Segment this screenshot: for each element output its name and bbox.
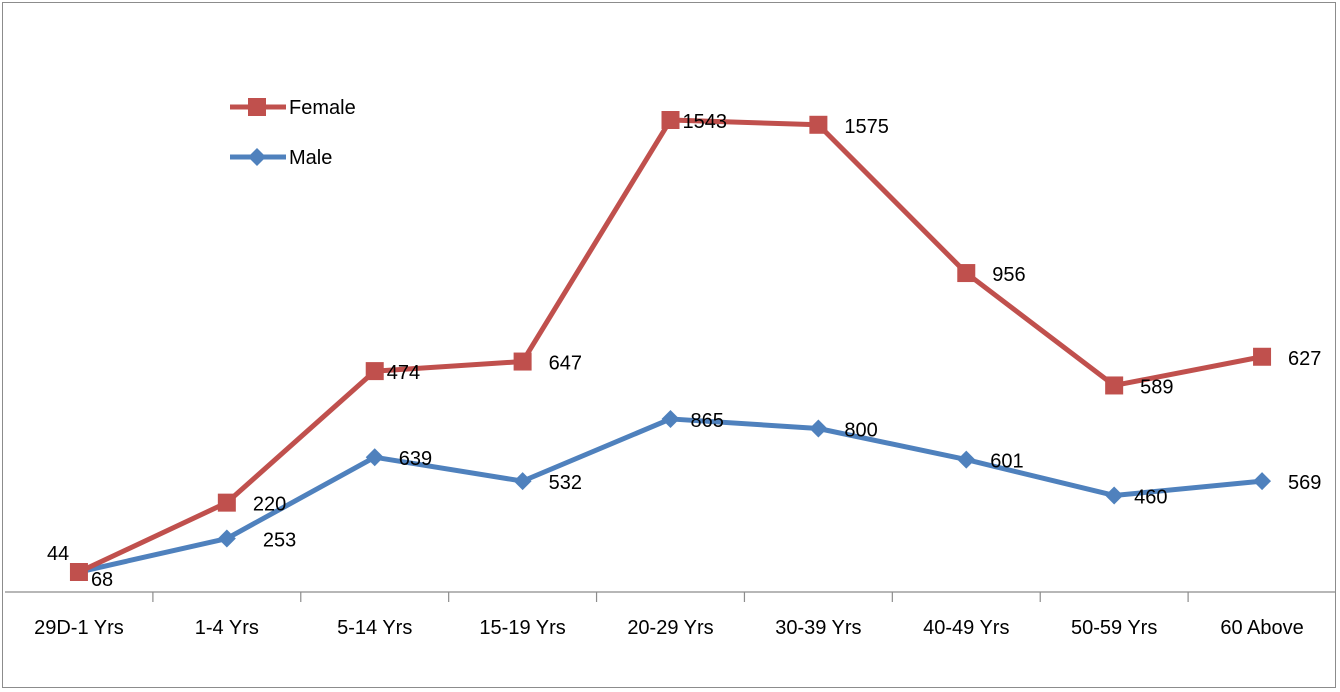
data-label-female: 1543 — [683, 111, 728, 133]
legend-marker-male — [248, 148, 266, 166]
data-label-male: 601 — [990, 451, 1023, 473]
legend-label-male: Male — [289, 147, 332, 169]
point-marker-female — [513, 352, 532, 371]
point-marker-male — [1105, 486, 1124, 505]
data-label-male: 253 — [263, 530, 296, 552]
point-marker-female — [957, 264, 976, 283]
data-label-female: 647 — [549, 353, 582, 375]
legend-label-female: Female — [289, 97, 356, 119]
point-marker-male — [809, 419, 828, 438]
point-marker-female — [69, 563, 88, 581]
point-marker-female — [365, 362, 384, 381]
point-marker-male — [365, 448, 384, 467]
point-marker-male — [957, 450, 976, 469]
point-marker-male — [513, 472, 532, 491]
data-labels: 68 253 639 532 865 800 601 460 569 44 220 474 647 154… — [47, 111, 1321, 591]
legend: Female Male — [230, 97, 356, 169]
legend-marker-female — [248, 98, 266, 116]
data-label-female: 956 — [992, 264, 1025, 286]
x-axis: 29D-1 Yrs 1-4 Yrs 5-14 Yrs 15-19 Yrs 20-29 Y… — [5, 591, 1336, 639]
data-label-female: 474 — [387, 362, 420, 384]
data-label-male: 460 — [1134, 486, 1167, 508]
data-label-female: 589 — [1140, 376, 1173, 398]
data-label-male: 569 — [1288, 472, 1321, 494]
data-label-male: 639 — [399, 448, 432, 470]
point-marker-female — [1105, 376, 1124, 395]
point-marker-female — [217, 493, 236, 512]
x-tick-label: 60 Above — [1220, 617, 1303, 639]
data-label-female: 220 — [253, 494, 286, 516]
point-marker-female — [661, 111, 680, 129]
point-marker-female — [1253, 347, 1272, 366]
x-tick-label: 15-19 Yrs — [479, 617, 565, 639]
point-marker-female — [809, 115, 828, 134]
series-layer — [69, 111, 1272, 581]
data-label-male: 68 — [91, 569, 113, 591]
data-label-male: 532 — [549, 472, 582, 494]
data-label-female: 1575 — [844, 116, 889, 138]
x-tick-label: 40-49 Yrs — [923, 617, 1009, 639]
point-marker-male — [661, 409, 680, 428]
data-label-female: 44 — [47, 543, 69, 565]
x-tick-label: 30-39 Yrs — [775, 617, 861, 639]
point-marker-male — [1253, 472, 1272, 491]
x-tick-label: 5-14 Yrs — [337, 617, 412, 639]
point-marker-male — [217, 529, 236, 548]
x-tick-label: 29D-1 Yrs — [34, 617, 124, 639]
data-label-female: 627 — [1288, 348, 1321, 370]
x-tick-label: 50-59 Yrs — [1071, 617, 1157, 639]
data-label-male: 800 — [844, 420, 877, 442]
x-tick-label: 1-4 Yrs — [195, 617, 259, 639]
data-label-male: 865 — [691, 410, 724, 432]
x-tick-label: 20-29 Yrs — [627, 617, 713, 639]
